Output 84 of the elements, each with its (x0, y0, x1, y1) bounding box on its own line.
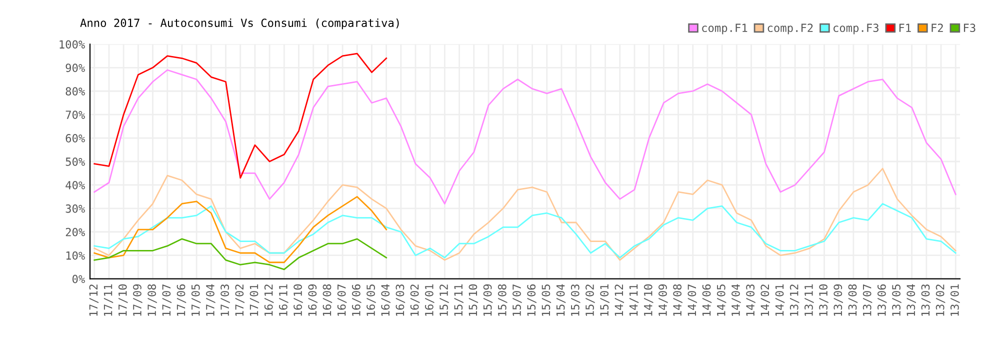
x-tick-label: 17/05 (191, 284, 201, 316)
x-tick-label: 13/08 (848, 284, 858, 316)
legend-label: comp.F2 (768, 24, 813, 34)
y-tick-label: 0% (72, 274, 85, 284)
x-tick-label: 14/07 (688, 284, 697, 316)
x-tick-label: 15/03 (570, 284, 580, 316)
y-tick-label: 20% (66, 228, 85, 236)
x-tick-label: 16/04 (381, 284, 390, 316)
x-tick-label: 13/11 (804, 284, 814, 316)
chart-title: Anno 2017 - Autoconsumi Vs Consumi (comparativa) (80, 18, 399, 30)
legend-label: comp.F1 (702, 24, 748, 34)
x-tick-label: 15/11 (454, 284, 464, 316)
x-tick-label: 14/04 (732, 284, 741, 316)
x-tick-label: 17/03 (220, 284, 230, 316)
x-tick-label: 14/01 (775, 284, 785, 316)
x-tick-label: 15/06 (527, 284, 536, 316)
x-tick-label: 15/01 (600, 284, 610, 316)
x-tick-label: 16/06 (352, 284, 362, 316)
x-tick-label: 17/01 (250, 284, 260, 316)
y-tick-label: 40% (66, 180, 85, 190)
x-tick-label: 14/03 (746, 284, 756, 316)
y-tick-label: 10% (66, 251, 85, 260)
x-tick-label: 17/07 (162, 284, 172, 316)
x-tick-label: 14/06 (702, 284, 712, 316)
x-tick-label: 17/11 (104, 284, 114, 316)
y-tick-label: 90% (66, 64, 85, 72)
x-tick-label: 13/12 (790, 284, 800, 316)
x-tick-label: 16/03 (396, 284, 406, 316)
x-tick-label: 15/09 (483, 284, 493, 316)
x-tick-label: 16/01 (424, 284, 434, 316)
line-series (94, 52, 388, 179)
x-tick-label: 17/04 (206, 284, 216, 316)
y-tick-label: 30% (66, 204, 85, 213)
x-tick-label: 15/02 (586, 284, 595, 316)
x-tick-label: 15/05 (542, 284, 552, 316)
line-series (94, 196, 388, 264)
x-tick-label: 14/08 (673, 284, 682, 316)
x-tick-label: 16/02 (410, 284, 420, 316)
x-tick-label: 15/12 (440, 284, 449, 316)
legend-label: F3 (964, 24, 976, 32)
x-tick-label: 13/03 (921, 284, 931, 316)
x-tick-label: 15/08 (498, 284, 508, 316)
legend-label: F2 (932, 24, 943, 32)
x-tick-label: 13/05 (892, 284, 902, 316)
x-tick-label: 14/05 (716, 284, 726, 316)
x-tick-label: 16/09 (308, 284, 318, 316)
x-tick-label: 15/04 (556, 284, 566, 316)
x-tick-label: 16/07 (337, 284, 347, 316)
y-tick-label: 70% (66, 110, 85, 119)
line-series (94, 238, 388, 270)
line-series (94, 168, 956, 261)
legend-label: F1 (899, 24, 911, 32)
x-tick-label: 15/10 (468, 284, 478, 316)
x-tick-label: 17/08 (148, 284, 157, 316)
y-tick-label: 60% (66, 134, 85, 142)
x-tick-label: 17/02 (235, 284, 244, 316)
x-tick-label: 14/02 (760, 284, 770, 316)
x-tick-label: 13/07 (862, 284, 872, 316)
y-tick-label: 80% (66, 87, 85, 96)
x-tick-label: 13/01 (950, 284, 960, 316)
x-tick-label: 14/11 (629, 284, 639, 316)
x-tick-label: 17/10 (118, 284, 128, 316)
x-tick-label: 17/06 (176, 284, 186, 316)
x-tick-label: 14/09 (658, 284, 668, 316)
x-tick-label: 13/02 (936, 284, 946, 316)
x-tick-label: 17/09 (133, 284, 142, 316)
x-tick-label: 16/12 (264, 284, 274, 316)
y-tick-label: 50% (66, 158, 85, 166)
x-tick-label: 16/08 (322, 284, 332, 316)
x-tick-label: 17/12 (89, 284, 99, 316)
x-tick-label: 13/09 (834, 284, 843, 316)
y-tick-label: 100% (60, 40, 85, 49)
legend-label: comp.F3 (834, 24, 878, 34)
line-series (94, 69, 956, 204)
x-tick-label: 13/06 (877, 284, 887, 316)
x-tick-label: 14/12 (614, 284, 624, 316)
x-tick-label: 13/10 (819, 284, 828, 316)
x-tick-label: 16/05 (366, 284, 376, 316)
x-tick-label: 16/11 (278, 284, 288, 316)
x-tick-label: 13/04 (906, 284, 916, 316)
x-tick-label: 14/10 (644, 284, 654, 316)
x-tick-label: 16/10 (294, 284, 303, 316)
line-series (94, 203, 956, 258)
x-tick-label: 15/07 (512, 284, 522, 316)
